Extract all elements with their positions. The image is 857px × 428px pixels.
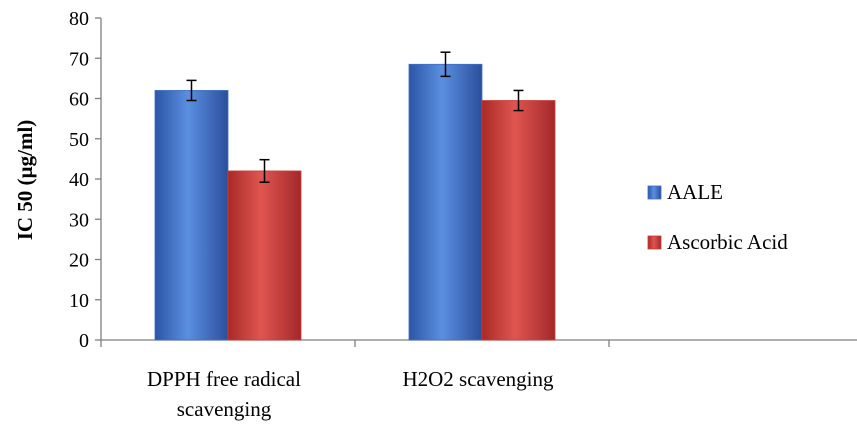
y-tick-label: 0 xyxy=(79,330,89,352)
category-label: H2O2 scavenging xyxy=(402,367,554,391)
error-bar xyxy=(440,51,451,78)
legend: AALE Ascorbic Acid xyxy=(647,180,788,254)
y-tick-label: 10 xyxy=(69,290,89,312)
category-label: DPPH free radical scavenging xyxy=(147,367,301,421)
bars xyxy=(154,63,556,341)
y-tick-label: 70 xyxy=(69,48,89,70)
y-tick-label: 30 xyxy=(69,209,89,231)
error-bar xyxy=(186,79,197,102)
error-bar xyxy=(259,158,270,183)
legend-swatch xyxy=(647,185,662,200)
legend-item: AALE xyxy=(647,180,723,204)
legend-label: AALE xyxy=(667,180,723,204)
category-labels: DPPH free radical scavenging H2O2 scavengi… xyxy=(147,367,554,421)
y-tick-label: 40 xyxy=(69,169,89,191)
y-tick-label: 60 xyxy=(69,89,89,111)
error-bar xyxy=(513,89,524,112)
bar-aale xyxy=(408,63,483,341)
x-axis xyxy=(100,339,857,347)
y-tick-label: 50 xyxy=(69,129,89,151)
legend-item: Ascorbic Acid xyxy=(647,230,788,254)
y-tick-label: 20 xyxy=(69,250,89,272)
legend-swatch xyxy=(647,235,662,250)
bar-ascorbic-acid xyxy=(481,100,556,341)
legend-label: Ascorbic Acid xyxy=(667,230,788,254)
y-axis: 0 10 20 30 40 50 60 70 80 xyxy=(69,8,102,352)
y-axis-label: IC 50 (µg/ml) xyxy=(13,120,37,241)
y-tick-label: 80 xyxy=(69,8,89,30)
error-bars xyxy=(186,51,524,183)
bar-aale xyxy=(154,90,229,341)
bar-ascorbic-acid xyxy=(227,170,302,341)
